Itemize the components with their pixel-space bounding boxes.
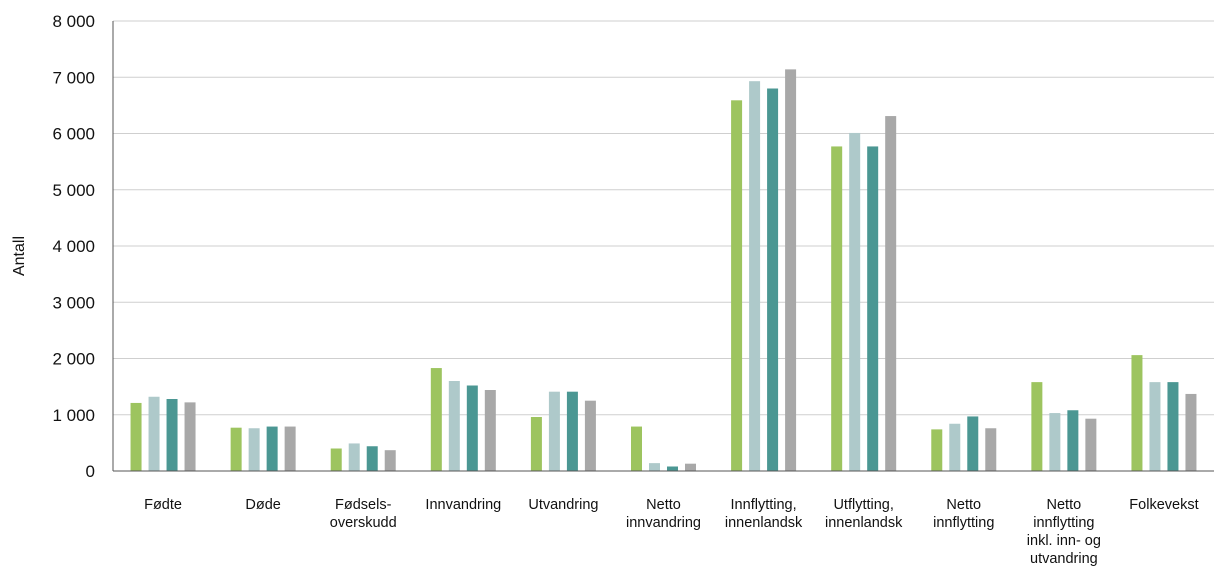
x-category-label: utvandring: [1030, 551, 1098, 567]
bar: [667, 466, 678, 471]
bar: [584, 400, 596, 471]
x-category-label: Innvandring: [425, 497, 501, 513]
y-tick-label: 8 000: [52, 12, 95, 31]
x-category-label: innflytting: [1033, 515, 1094, 531]
bar: [631, 426, 642, 471]
bar: [530, 417, 542, 471]
y-tick-label: 4 000: [52, 237, 95, 256]
x-category-label: Fødsels-: [335, 497, 392, 513]
y-tick-label: 2 000: [52, 350, 95, 369]
x-category-label: innenlandsk: [725, 515, 803, 531]
x-category-label: inkl. inn- og: [1027, 533, 1101, 549]
y-tick-label: 5 000: [52, 181, 95, 200]
bar: [348, 443, 360, 471]
x-category-label: Netto: [1047, 497, 1082, 513]
bar: [649, 463, 660, 471]
y-tick-label: 3 000: [52, 293, 95, 312]
y-axis-tick-labels: 0 1 000 2 000 3 000 4 000 5 000 6 000 7 000 8 00…: [52, 12, 95, 481]
bar: [831, 146, 843, 471]
x-category-label: Netto: [946, 497, 981, 513]
bar: [849, 132, 861, 471]
x-category-label: overskudd: [330, 515, 397, 531]
bar: [484, 390, 496, 471]
bar: [266, 426, 278, 471]
x-category-label: innvandring: [626, 515, 701, 531]
bar: [330, 448, 342, 471]
gridlines: [113, 20, 1214, 416]
bar: [1149, 382, 1161, 471]
bar: [1167, 382, 1179, 471]
bar: [430, 368, 442, 471]
bar: [148, 396, 160, 471]
bar: [248, 428, 260, 471]
bar: [130, 402, 142, 471]
bar: [885, 116, 897, 471]
x-category-label: Døde: [245, 497, 280, 513]
bar: [931, 429, 943, 471]
bar: [949, 423, 961, 471]
bar: [566, 391, 578, 471]
x-category-label: innflytting: [933, 515, 994, 531]
bar: [448, 381, 460, 471]
bar: [749, 81, 761, 471]
bar: [1031, 382, 1043, 471]
bar: [166, 399, 178, 471]
bar: [230, 427, 242, 471]
bar: [284, 426, 296, 471]
x-category-label: Utflytting,: [833, 497, 893, 513]
x-category-label: Innflytting,: [731, 497, 797, 513]
bar: [184, 402, 196, 471]
bar: [1067, 410, 1079, 471]
bar: [1185, 393, 1197, 471]
x-category-label: Folkevekst: [1129, 497, 1198, 513]
bar: [548, 391, 560, 471]
x-category-label: innenlandsk: [825, 515, 903, 531]
y-tick-label: 1 000: [52, 406, 95, 425]
bar: [967, 416, 979, 471]
y-tick-label: 7 000: [52, 68, 95, 87]
bar: [1049, 413, 1061, 471]
bar: [785, 69, 797, 471]
bar: [985, 428, 997, 471]
bar: [1085, 418, 1097, 471]
bar: [767, 88, 779, 471]
axes: [112, 21, 1214, 472]
bar: [466, 385, 478, 471]
bar: [867, 146, 879, 471]
x-axis-category-labels: Fødte Døde Fødsels-overskudd Innvandring Utv…: [144, 497, 1199, 567]
y-axis-title: Antall: [11, 236, 28, 276]
bars: [130, 69, 1197, 471]
bar: [731, 100, 743, 471]
y-tick-label: 6 000: [52, 125, 95, 144]
bar: [384, 450, 396, 471]
bar: [1131, 355, 1143, 471]
x-category-label: Netto: [646, 497, 681, 513]
x-category-label: Fødte: [144, 497, 182, 513]
bar: [366, 446, 378, 471]
x-category-label: Utvandring: [528, 497, 598, 513]
bar: [685, 463, 696, 471]
y-tick-label: 0: [86, 462, 95, 481]
